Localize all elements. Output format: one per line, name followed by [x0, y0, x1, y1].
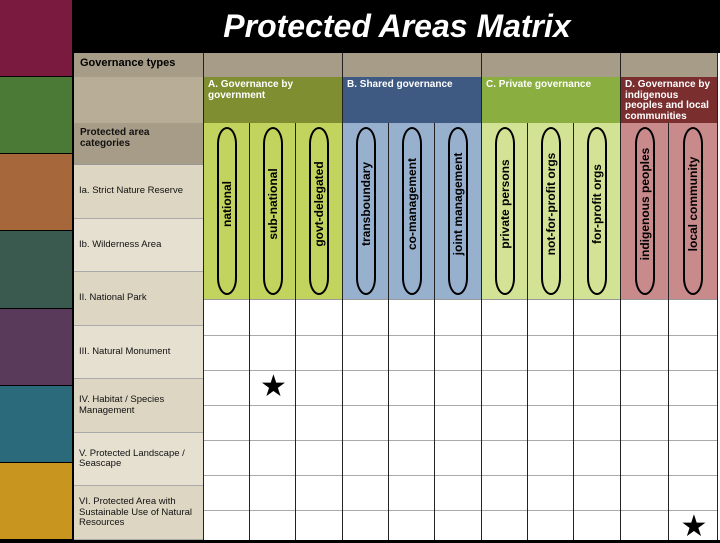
matrix-col: govt-delegated — [296, 123, 343, 540]
category-1: Ib. Wilderness Area — [74, 219, 203, 273]
column-label: sub-national — [266, 168, 280, 239]
thumb-0 — [0, 0, 72, 77]
matrix-col: private persons — [482, 123, 528, 540]
matrix-col: local community — [669, 123, 718, 540]
governance-header: Governance types — [74, 53, 720, 77]
column-label: national — [220, 180, 234, 226]
gov-sub-group: B. Shared governance — [343, 77, 482, 123]
column-label: for-profit orgs — [590, 164, 604, 244]
governance-sub-header: A. Governance by governmentB. Shared gov… — [74, 77, 720, 123]
sidebar-thumbnails — [0, 0, 74, 540]
star-icon: ★ — [681, 512, 708, 542]
column-label: private persons — [498, 159, 512, 248]
thumb-4 — [0, 309, 72, 386]
category-0: Ia. Strict Nature Reserve — [74, 165, 203, 219]
column-label: joint management — [451, 152, 465, 255]
categories-header: Protected area categories — [74, 123, 203, 165]
row-labels: Protected area categories Ia. Strict Nat… — [74, 123, 204, 540]
thumb-5 — [0, 386, 72, 463]
thumb-3 — [0, 231, 72, 308]
category-6: VI. Protected Area with Sustainable Use … — [74, 486, 203, 540]
column-label: local community — [686, 156, 700, 251]
matrix-col: indigenous peoples — [621, 123, 669, 540]
matrix-grid: Governance types A. Governance by govern… — [74, 53, 720, 540]
governance-types-label: Governance types — [74, 53, 204, 77]
matrix-col: joint management — [435, 123, 482, 540]
thumb-2 — [0, 154, 72, 231]
governance-groups — [204, 53, 720, 77]
matrix-columns: national sub-national govt-delegated transb… — [204, 123, 720, 540]
column-label: not-for-profit orgs — [544, 152, 558, 255]
column-label: govt-delegated — [312, 161, 326, 246]
category-5: V. Protected Landscape / Seascape — [74, 433, 203, 487]
gov-sub-spacer — [74, 77, 204, 123]
thumb-1 — [0, 77, 72, 154]
matrix-col: transboundary — [343, 123, 389, 540]
gov-sub-group: A. Governance by government — [204, 77, 343, 123]
main-panel: Protected Areas Matrix Governance types … — [74, 0, 720, 540]
governance-sub-cells: A. Governance by governmentB. Shared gov… — [204, 77, 720, 123]
category-3: III. Natural Monument — [74, 326, 203, 380]
category-2: II. National Park — [74, 272, 203, 326]
gov-sub-group: C. Private governance — [482, 77, 621, 123]
category-4: IV. Habitat / Species Management — [74, 379, 203, 433]
gov-group — [343, 53, 482, 77]
matrix-col: for-profit orgs — [574, 123, 621, 540]
matrix-col: sub-national — [250, 123, 296, 540]
column-label: transboundary — [359, 161, 373, 245]
matrix-col: not-for-profit orgs — [528, 123, 574, 540]
gov-group — [482, 53, 621, 77]
gov-sub-group: D. Governance by indigenous peoples and … — [621, 77, 718, 123]
column-label: co-management — [405, 157, 419, 249]
gov-group — [621, 53, 718, 77]
matrix-col: co-management — [389, 123, 435, 540]
thumb-6 — [0, 463, 72, 540]
column-label: indigenous peoples — [638, 147, 652, 260]
page-title: Protected Areas Matrix — [74, 0, 720, 53]
matrix-col: national — [204, 123, 250, 540]
star-icon: ★ — [260, 372, 287, 402]
matrix-body: Protected area categories Ia. Strict Nat… — [74, 123, 720, 540]
gov-group — [204, 53, 343, 77]
